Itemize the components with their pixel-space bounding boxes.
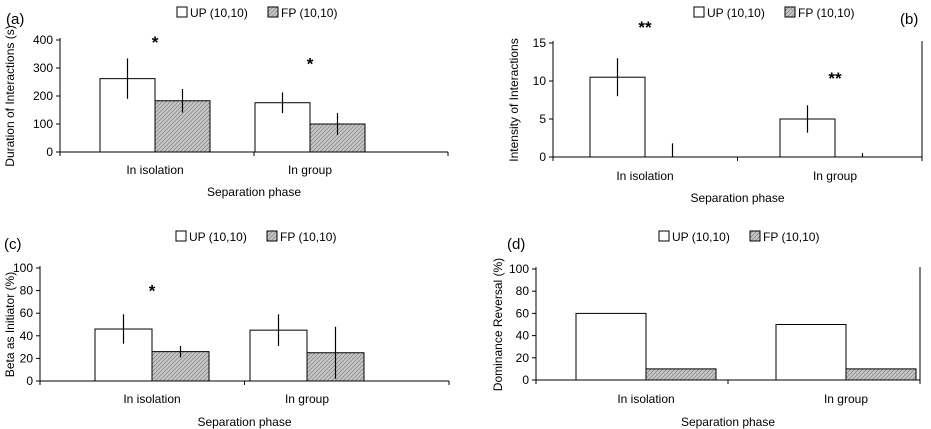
y-axis-label: Beta as Initiator (%) bbox=[3, 272, 17, 377]
y-tick-label: 200 bbox=[33, 89, 53, 103]
significance-marker: ** bbox=[638, 18, 652, 37]
significance-marker: * bbox=[149, 281, 156, 300]
significance-marker: ** bbox=[828, 69, 842, 88]
y-tick-label: 40 bbox=[516, 329, 530, 343]
panel-label: (a) bbox=[6, 11, 24, 28]
legend-entry: FP (10,10) bbox=[281, 6, 337, 20]
bar-fp-group bbox=[845, 368, 917, 381]
legend: UP (10,10) FP (10,10) bbox=[175, 230, 336, 244]
y-tick-label: 0 bbox=[522, 373, 529, 387]
y-tick-label: 40 bbox=[20, 329, 34, 343]
panel-c: (c) 0 20 40 60 80 100 In isolation In group * Sepa… bbox=[3, 230, 450, 429]
y-tick-label: 10 bbox=[533, 74, 547, 88]
legend-swatch bbox=[693, 6, 705, 18]
category-label: In isolation bbox=[616, 169, 673, 183]
legend-swatch bbox=[658, 230, 670, 242]
y-tick-label: 100 bbox=[509, 262, 529, 276]
category-label: In group bbox=[288, 163, 332, 177]
category-label: In group bbox=[813, 169, 857, 183]
legend: UP (10,10) FP (10,10) bbox=[176, 6, 337, 20]
legend: UP (10,10) FP (10,10) bbox=[693, 6, 854, 20]
y-tick-label: 0 bbox=[46, 145, 53, 159]
y-tick-label: 20 bbox=[20, 351, 34, 365]
x-axis-label: Separation phase bbox=[681, 415, 775, 429]
legend-entry: UP (10,10) bbox=[189, 230, 247, 244]
y-tick-label: 80 bbox=[516, 284, 530, 298]
y-axis-label: Intensity of Interactions bbox=[507, 38, 521, 161]
legend-swatch bbox=[266, 230, 278, 242]
legend-entry: FP (10,10) bbox=[280, 230, 336, 244]
panel-label: (c) bbox=[4, 236, 22, 253]
y-axis-label: Duration of Interactions (s) bbox=[3, 25, 17, 166]
y-tick-label: 400 bbox=[33, 33, 53, 47]
panel-label: (b) bbox=[900, 11, 918, 28]
legend-entry: UP (10,10) bbox=[672, 230, 730, 244]
y-tick-label: 0 bbox=[26, 374, 33, 388]
category-label: In isolation bbox=[123, 392, 180, 406]
legend-swatch bbox=[175, 230, 187, 242]
legend-entry: UP (10,10) bbox=[190, 6, 248, 20]
x-axis-label: Separation phase bbox=[197, 415, 291, 429]
bar-up-isolation bbox=[575, 312, 647, 381]
y-tick-label: 60 bbox=[20, 306, 34, 320]
y-tick-label: 100 bbox=[33, 117, 53, 131]
x-axis-label: Separation phase bbox=[207, 185, 301, 199]
category-label: In isolation bbox=[617, 392, 674, 406]
legend-swatch bbox=[267, 6, 279, 18]
category-label: In isolation bbox=[126, 163, 183, 177]
legend-entry: FP (10,10) bbox=[798, 6, 854, 20]
y-tick-label: 300 bbox=[33, 61, 53, 75]
legend-swatch bbox=[176, 6, 188, 18]
category-label: In group bbox=[285, 392, 329, 406]
panel-label: (d) bbox=[507, 236, 525, 253]
legend-entry: FP (10,10) bbox=[763, 230, 819, 244]
legend: UP (10,10) FP (10,10) bbox=[658, 230, 819, 244]
x-axis-label: Separation phase bbox=[690, 191, 784, 205]
y-tick-label: 15 bbox=[533, 36, 547, 50]
bar-up-group bbox=[775, 324, 847, 381]
significance-marker: * bbox=[307, 54, 314, 73]
panel-a: (a) 0 100 200 300 400 In isolation In group * * Se… bbox=[3, 6, 449, 199]
significance-marker: * bbox=[152, 33, 159, 52]
y-tick-label: 80 bbox=[20, 284, 34, 298]
category-label: In group bbox=[824, 392, 868, 406]
panel-d: (d) 0 20 40 60 80 100 In isolation In group Separ… bbox=[491, 230, 921, 429]
legend-swatch bbox=[749, 230, 761, 242]
y-tick-label: 0 bbox=[539, 150, 546, 164]
y-tick-label: 100 bbox=[13, 261, 33, 275]
legend-entry: UP (10,10) bbox=[707, 6, 765, 20]
bar-fp-isolation bbox=[645, 368, 717, 381]
y-axis-label: Dominance Reversal (%) bbox=[491, 258, 505, 391]
legend-swatch bbox=[784, 6, 796, 18]
y-tick-label: 60 bbox=[516, 306, 530, 320]
y-tick-label: 5 bbox=[539, 112, 546, 126]
y-tick-label: 20 bbox=[516, 351, 530, 365]
panel-b: (b) 0 5 10 15 In isolation In group ** ** Separat… bbox=[507, 6, 923, 205]
